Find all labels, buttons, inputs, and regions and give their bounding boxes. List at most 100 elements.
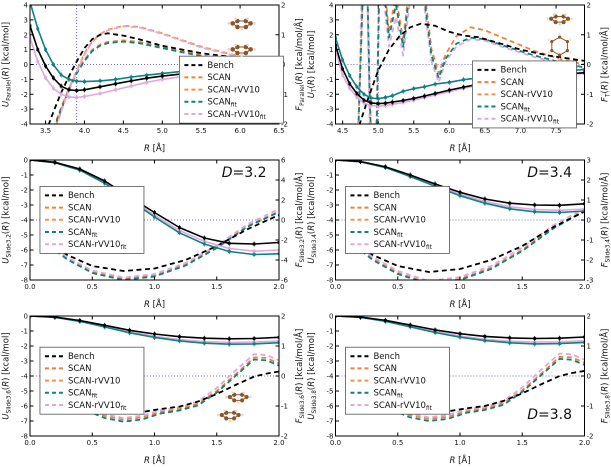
series-bench-U — [335, 160, 585, 208]
svg-text:1: 1 — [587, 197, 591, 205]
legend-label: SCAN-rVV10fit — [500, 115, 559, 126]
svg-text:5.0: 5.0 — [373, 127, 384, 135]
svg-text:-2: -2 — [21, 91, 28, 99]
svg-text:3: 3 — [329, 16, 333, 24]
svg-text:0: 0 — [329, 61, 333, 69]
panel-slide34: 0.0 0.5 1.0 1.5 2.0 -8 -7 -6 -5 -4 -3 -2 -1 0 -3 -2 -1 0 1… — [305, 155, 611, 311]
svg-text:-1: -1 — [587, 403, 594, 411]
legend-label: SCANfit — [207, 98, 237, 109]
svg-text:-2: -2 — [281, 121, 288, 129]
legend-label: SCAN-rVV10fit — [68, 240, 127, 251]
svg-text:-1: -1 — [21, 172, 28, 180]
svg-text:-4: -4 — [21, 217, 29, 225]
svg-text:-4: -4 — [21, 121, 29, 129]
svg-text:0: 0 — [24, 313, 28, 321]
svg-text:0: 0 — [24, 61, 28, 69]
legend-label: SCAN — [373, 203, 397, 213]
series-rvv10-fit-F — [357, 5, 585, 124]
legend-label: SCANfit — [500, 102, 530, 113]
svg-text:1.5: 1.5 — [211, 283, 222, 291]
panel-slide34-chart: 0.0 0.5 1.0 1.5 2.0 -8 -7 -6 -5 -4 -3 -2 -1 0 -3 -2 -1 0 1… — [307, 157, 611, 311]
legend-label: Bench — [500, 66, 527, 76]
svg-text:-4: -4 — [327, 217, 335, 225]
svg-text:5.5: 5.5 — [196, 127, 207, 135]
svg-text:2.0: 2.0 — [273, 439, 284, 447]
svg-text:0: 0 — [587, 373, 591, 381]
tick-labels: 0.0 0.5 1.0 1.5 2.0 -8 -7 -6 -5 -4 -3 -2 -1 0 -2 -1 0 1 2 — [21, 313, 288, 448]
legend-label: SCAN-rVV10fit — [373, 240, 432, 251]
series-scan-fit-F — [85, 358, 279, 423]
svg-text:-2: -2 — [21, 343, 28, 351]
legend-label: Bench — [68, 352, 95, 362]
svg-text:-3: -3 — [327, 106, 334, 114]
x-axis-label: R [Å] — [449, 454, 470, 466]
svg-text:-1: -1 — [327, 76, 334, 84]
legend-label: SCAN-rVV10fit — [373, 401, 432, 412]
legend-label: SCANfit — [68, 389, 98, 400]
svg-text:-1: -1 — [21, 328, 28, 336]
svg-text:-4: -4 — [281, 257, 289, 265]
svg-text:-2: -2 — [21, 187, 28, 195]
legend-label: SCAN-rVV10 — [373, 216, 426, 226]
svg-text:5.5: 5.5 — [408, 127, 419, 135]
series-bench-U — [30, 316, 279, 342]
svg-text:-2: -2 — [587, 433, 594, 441]
y-axis-label-left: UParallel(R) [kcal/mol] — [2, 22, 13, 107]
legend-label: SCAN — [68, 364, 92, 374]
svg-text:-3: -3 — [587, 277, 594, 285]
svg-text:-3: -3 — [327, 202, 334, 210]
svg-text:1: 1 — [329, 46, 333, 54]
svg-text:1.0: 1.0 — [454, 439, 465, 447]
svg-text:0.0: 0.0 — [24, 439, 35, 447]
svg-text:-6: -6 — [21, 247, 29, 255]
svg-text:-2: -2 — [281, 433, 288, 441]
svg-text:-1: -1 — [21, 76, 28, 84]
axis-labels: R [Å] USlide3.2(R) [kcal/mol] FSlide3.2(R)… — [2, 173, 306, 310]
svg-text:0.5: 0.5 — [87, 283, 98, 291]
svg-text:0: 0 — [24, 157, 28, 165]
svg-text:2.0: 2.0 — [273, 283, 284, 291]
svg-text:-2: -2 — [587, 257, 594, 265]
x-axis-label: R [Å] — [449, 298, 470, 310]
svg-text:-8: -8 — [327, 433, 334, 441]
y-axis-label-right: FSlide3.4(R) [kcal/mol/Å] — [599, 173, 611, 268]
svg-text:-1: -1 — [587, 237, 594, 245]
panel-slide38-chart: 0.0 0.5 1.0 1.5 2.0 -8 -7 -6 -5 -4 -3 -2 -1 0 -2 -1 0 1 2 R… — [307, 313, 611, 467]
axes-frame — [335, 159, 585, 281]
axis-labels: R [Å] USlide3.6(R) [kcal/mol] FSlide3.6(R)… — [2, 329, 306, 466]
svg-text:0: 0 — [329, 157, 333, 165]
svg-text:-2: -2 — [281, 237, 288, 245]
series-bench-F — [358, 22, 585, 124]
svg-text:2: 2 — [281, 197, 285, 205]
series-bench-F — [47, 32, 279, 124]
legend-label: SCAN-rVV10fit — [68, 401, 127, 412]
x-axis-label: R [Å] — [144, 142, 165, 154]
distance-label: D=3.8 — [527, 407, 572, 423]
axis-labels: R [Å] USlide3.8(R) [kcal/mol] FSlide3.8(R)… — [307, 329, 611, 466]
legend-label: SCANfit — [373, 389, 403, 400]
svg-text:2: 2 — [281, 2, 285, 10]
series-bench-F — [347, 210, 585, 273]
svg-text:0.5: 0.5 — [392, 283, 403, 291]
svg-text:2: 2 — [587, 313, 591, 321]
svg-text:-2: -2 — [327, 187, 334, 195]
svg-text:0: 0 — [281, 373, 285, 381]
svg-text:4.5: 4.5 — [118, 127, 129, 135]
svg-text:7.5: 7.5 — [550, 127, 561, 135]
legend-label: SCAN-rVV10 — [207, 85, 260, 95]
svg-text:4: 4 — [329, 2, 334, 10]
svg-text:1.0: 1.0 — [454, 283, 465, 291]
panel-parallel-chart: 3.54.04.55.05.56.06.5-4-3-2-101234-2-101… — [2, 2, 306, 155]
svg-text:1: 1 — [281, 31, 285, 39]
svg-text:1.0: 1.0 — [149, 283, 160, 291]
panel-slide32: 0.0 0.5 1.0 1.5 2.0 -8 -7 -6 -5 -4 -3 -2 -1 0 -6 -4 -2 0 2… — [0, 155, 306, 311]
axes-frame — [29, 315, 280, 437]
axis-labels: R [Å] USlide3.4(R) [kcal/mol] FSlide3.4(R)… — [307, 173, 611, 310]
panel-parallel: 3.54.04.55.05.56.06.5-4-3-2-101234-2-101… — [0, 0, 306, 155]
svg-text:3: 3 — [24, 16, 28, 24]
svg-text:-1: -1 — [327, 172, 334, 180]
svg-text:-5: -5 — [21, 232, 28, 240]
